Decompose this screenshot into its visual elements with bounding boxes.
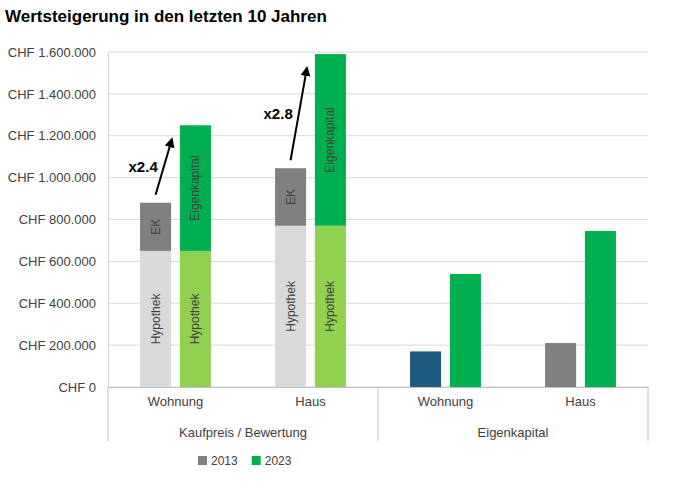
legend-item: 2013: [198, 454, 238, 468]
y-tick-label: CHF 0: [58, 380, 96, 395]
y-tick-label: CHF 800.000: [19, 212, 96, 227]
y-tick: CHF 200.000: [19, 338, 108, 353]
y-tick: CHF 1.400.000: [8, 87, 108, 102]
segment-label: Eigenkapital: [323, 107, 337, 172]
segment-label: EK: [284, 189, 298, 205]
title: Wertsteigerung in den letzten 10 Jahren: [5, 7, 327, 26]
annotation-arrow: [291, 68, 307, 160]
bar-segment: [315, 226, 346, 387]
y-tick-label: CHF 1.000.000: [8, 170, 96, 185]
x-tick-label: Haus: [565, 394, 596, 409]
segment-label: Hypothek: [149, 293, 163, 345]
bar-segment: [275, 168, 306, 226]
segment-label: Eigenkapital: [188, 155, 202, 220]
bar-segment: [585, 231, 616, 387]
x-tick: Haus: [295, 387, 326, 409]
bar-segment: [315, 54, 346, 226]
y-tick-label: CHF 1.200.000: [8, 128, 96, 143]
bar-segment: [450, 274, 481, 387]
legend: 2013 2023: [198, 454, 292, 468]
y-tick-label: CHF 200.000: [19, 338, 96, 353]
annotation-arrow: [156, 139, 172, 194]
group-separator: [648, 387, 649, 441]
segment-label: Hypothek: [323, 280, 337, 332]
x-tick: Haus: [565, 387, 596, 409]
y-tick: CHF 600.000: [19, 254, 108, 269]
annotation-text: x2.8: [264, 105, 293, 122]
y-tick: CHF 0: [58, 380, 108, 395]
y-tick: CHF 400.000: [19, 296, 108, 311]
y-tick-label: CHF 1.400.000: [8, 87, 96, 102]
y-tick-label: CHF 1.600.000: [8, 45, 96, 60]
y-tick-label: CHF 400.000: [19, 296, 96, 311]
group-separator: [378, 387, 379, 441]
legend-swatch: [198, 456, 207, 465]
legend-swatch: [252, 456, 261, 465]
y-tick: CHF 1.000.000: [8, 170, 108, 185]
grid: [108, 52, 648, 387]
y-tick: CHF 1.200.000: [8, 128, 108, 143]
bars: [140, 54, 616, 387]
bar-segment: [275, 226, 306, 387]
x-tick-label: Wohnung: [148, 394, 203, 409]
legend-label: 2023: [265, 454, 292, 468]
grid-line: [108, 93, 648, 94]
segment-label: Hypothek: [284, 280, 298, 332]
annotation-text: x2.4: [129, 158, 159, 175]
segment-labels: Hypothek Hypothek EK EK Hypothek Hypothek Eige…: [149, 107, 338, 344]
bar-segment: [140, 203, 171, 251]
bar-segment: [545, 343, 576, 387]
category-groups: Kaufpreis / Bewertung Eigenkapital: [108, 387, 648, 441]
y-tick: CHF 800.000: [19, 212, 108, 227]
legend-item: 2023: [252, 454, 292, 468]
x-tick: Wohnung: [418, 387, 473, 409]
y-axis-line: [108, 53, 109, 388]
bar-segment: [180, 251, 211, 387]
annotations: x2.4 x2.8: [129, 68, 307, 195]
grid-line: [108, 52, 648, 53]
x-tick-label: Haus: [295, 394, 326, 409]
y-axis: CHF 0 CHF 200.000 CHF 400.000 CHF 600.000 CH…: [8, 45, 109, 395]
group-label: Eigenkapital: [478, 425, 549, 440]
group-label: Kaufpreis / Bewertung: [179, 425, 307, 440]
y-tick: CHF 1.600.000: [8, 45, 108, 60]
bar-segment: [140, 251, 171, 387]
segment-label: EK: [149, 219, 163, 235]
bar-segment: [180, 125, 211, 251]
segment-label: Hypothek: [188, 293, 202, 345]
group-separator: [108, 387, 109, 441]
y-tick-label: CHF 600.000: [19, 254, 96, 269]
x-tick-label: Wohnung: [418, 394, 473, 409]
chart: Wertsteigerung in den letzten 10 Jahren C…: [0, 0, 678, 483]
bar-segment: [410, 351, 441, 387]
x-tick: Wohnung: [148, 387, 203, 409]
legend-label: 2013: [211, 454, 238, 468]
